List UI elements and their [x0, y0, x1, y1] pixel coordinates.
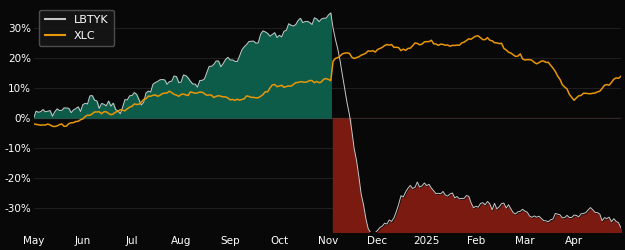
- Legend: LBTYK, XLC: LBTYK, XLC: [39, 10, 114, 46]
